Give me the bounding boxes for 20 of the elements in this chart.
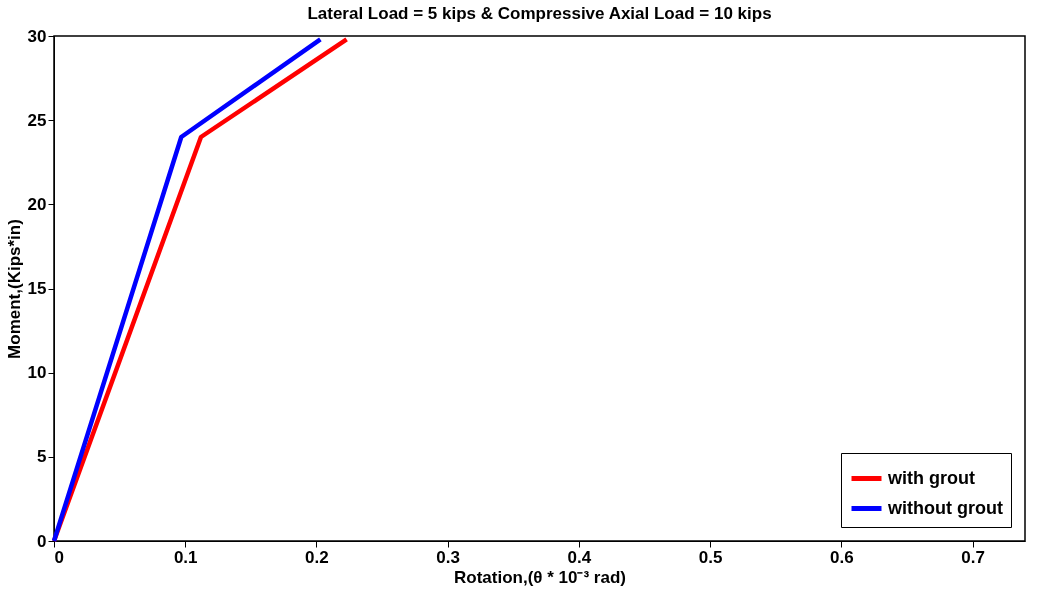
legend-label: without grout [887, 497, 1003, 518]
y-tick-label: 0 [37, 531, 47, 551]
y-tick-label: 5 [37, 447, 47, 467]
x-tick-label: 0 [54, 547, 64, 567]
x-tick-label: 0.1 [173, 547, 198, 567]
x-tick-label: 0.6 [829, 547, 854, 567]
chart-title: Lateral Load = 5 kips & Compressive Axial Load = 10 kips [307, 4, 772, 23]
x-axis-title: Rotation,(θ * 10⁻³ rad) [454, 567, 626, 587]
y-tick-label: 10 [27, 363, 47, 383]
x-tick-label: 0.3 [436, 547, 460, 567]
legend-label: with grout [887, 467, 975, 488]
y-tick-label: 25 [27, 110, 47, 130]
x-tick-label: 0.5 [698, 547, 723, 567]
y-tick-label: 15 [27, 279, 47, 298]
y-tick-label: 30 [27, 26, 47, 46]
y-tick-label: 20 [27, 194, 47, 214]
x-tick-label: 0.4 [567, 547, 592, 567]
x-tick-label: 0.2 [305, 547, 329, 567]
y-axis-title: Moment,(Kips*in) [4, 219, 24, 359]
x-tick-label: 0.7 [961, 547, 985, 567]
